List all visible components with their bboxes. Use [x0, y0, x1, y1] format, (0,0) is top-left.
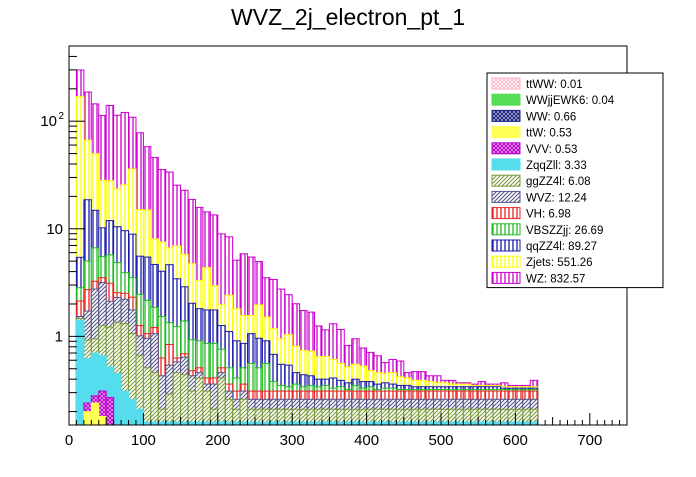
legend-entry-vbszzjj: VBSZZjj: 26.69	[491, 223, 603, 237]
bar-ggzz4l-135	[165, 393, 174, 426]
legend: ttWW: 0.01 WWjjEWK6: 0.04 WW: 0.66 ttW: 0.5…	[486, 72, 664, 289]
legend-entry-ttw: ttW: 0.53	[491, 126, 572, 140]
bar-ggzz4l-175	[194, 377, 204, 426]
y-tick-label: 10	[46, 221, 63, 238]
legend-label: qqZZ4l: 89.27	[526, 241, 597, 253]
histogram-bars	[75, 69, 539, 426]
legend-entry-ggzz4l: ggZZ4l: 6.08	[491, 174, 591, 188]
bar-zqqzll-95	[135, 408, 144, 426]
legend-entry-ttww: ttWW: 0.01	[491, 77, 583, 91]
legend-label: WVZ: 12.24	[526, 192, 587, 204]
legend-label: Zjets: 551.26	[526, 257, 592, 269]
legend-label: VBSZZjj: 26.69	[526, 225, 603, 237]
legend-swatch	[491, 255, 521, 268]
legend-swatch	[491, 174, 521, 187]
legend-entry-zqqzll: ZqqZll: 3.33	[491, 158, 587, 172]
x-tick-label: 300	[280, 432, 305, 449]
x-axis: 0 100 200 300 400 500 600 700	[65, 413, 628, 449]
bar-vvv-55	[105, 397, 115, 426]
legend-swatch	[491, 77, 521, 90]
bar-ttw-35	[90, 402, 100, 426]
legend-swatch	[491, 142, 521, 155]
legend-entry-vh: VH: 6.98	[491, 207, 571, 221]
x-tick-label: 100	[131, 432, 156, 449]
legend-label: WW: 0.66	[526, 111, 576, 123]
legend-label: VH: 6.98	[526, 209, 571, 221]
legend-entry-wwjjewk6: WWjjEWK6: 0.04	[491, 93, 615, 107]
y-tick-label: 1	[55, 328, 63, 345]
x-tick-label: 600	[503, 432, 528, 449]
legend-swatch	[491, 126, 521, 139]
x-tick-label: 200	[205, 432, 230, 449]
legend-swatch	[491, 207, 521, 220]
legend-label: ttW: 0.53	[526, 128, 572, 140]
legend-entry-qqzz4l: qqZZ4l: 89.27	[491, 239, 597, 253]
legend-label: ttWW: 0.01	[526, 79, 583, 91]
legend-swatch	[491, 223, 521, 236]
legend-swatch	[491, 158, 521, 171]
y-tick-label: 10	[40, 113, 57, 130]
chart-title: WVZ_2j_electron_pt_1	[231, 4, 465, 30]
bar-ggzz4l-165	[187, 390, 196, 426]
bar-ggzz4l-155	[180, 374, 189, 426]
legend-swatch	[491, 109, 521, 122]
legend-label: VVV: 0.53	[526, 144, 577, 156]
legend-entry-vvv: VVV: 0.53	[491, 142, 577, 156]
bar-ggzz4l-235	[239, 398, 249, 426]
legend-label: WZ: 832.57	[526, 273, 585, 285]
bar-ttw-25	[83, 411, 92, 426]
x-tick-label: 400	[354, 432, 379, 449]
legend-label: WWjjEWK6: 0.04	[526, 95, 615, 107]
x-tick-label: 500	[428, 432, 453, 449]
y-tick-exponent: 2	[58, 111, 64, 122]
bar-ggzz4l-185	[202, 390, 211, 426]
bar-zqqzll-75	[120, 390, 130, 426]
bar-ggzz4l-215	[224, 398, 234, 426]
bar-ggzz4l-115	[150, 372, 159, 426]
bar-zqqzll-85	[128, 398, 137, 426]
bar-ggzz4l-105	[142, 367, 152, 426]
legend-entry-zjets: Zjets: 551.26	[491, 255, 592, 269]
bar-zqqzll-65	[113, 373, 122, 426]
bar-ttw-45	[98, 415, 107, 426]
bar-ggzz4l-145	[172, 372, 182, 426]
x-tick-label: 700	[577, 432, 602, 449]
legend-swatch	[491, 93, 521, 106]
bar-ggzz4l-205	[217, 377, 226, 426]
legend-entry-ww: WW: 0.66	[491, 109, 576, 123]
legend-entry-wvz: WVZ: 12.24	[491, 190, 587, 204]
legend-label: ggZZ4l: 6.08	[526, 176, 591, 188]
legend-swatch	[491, 190, 521, 203]
legend-swatch	[491, 271, 521, 284]
legend-swatch	[491, 239, 521, 252]
legend-label: ZqqZll: 3.33	[526, 160, 587, 172]
legend-entry-wz: WZ: 832.57	[491, 271, 585, 285]
x-tick-label: 0	[65, 432, 73, 449]
